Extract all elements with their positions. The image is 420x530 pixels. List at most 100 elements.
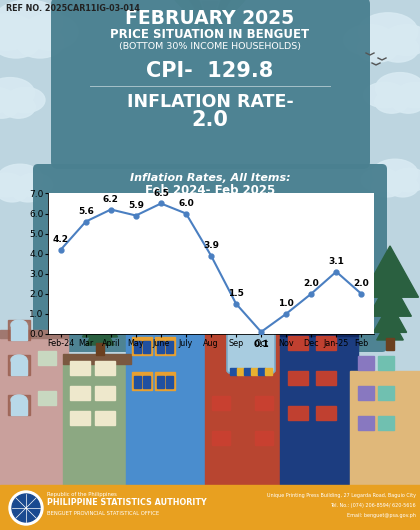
Ellipse shape — [0, 173, 25, 197]
Bar — [132, 307, 152, 325]
FancyBboxPatch shape — [227, 317, 275, 373]
Bar — [255, 431, 273, 445]
Text: 5.9: 5.9 — [128, 201, 144, 210]
Polygon shape — [362, 246, 418, 297]
Bar — [143, 311, 150, 323]
Ellipse shape — [22, 14, 78, 50]
Bar — [11, 325, 27, 340]
Bar — [144, 306, 153, 314]
Ellipse shape — [357, 35, 398, 62]
Polygon shape — [190, 0, 230, 33]
Text: 4.2: 4.2 — [53, 235, 69, 244]
Polygon shape — [86, 320, 114, 345]
Text: INFLATION RATE-: INFLATION RATE- — [126, 93, 294, 111]
Bar — [8, 355, 30, 375]
Ellipse shape — [364, 82, 406, 108]
Bar — [95, 386, 115, 400]
Bar — [0, 338, 68, 486]
Bar — [212, 431, 230, 445]
Ellipse shape — [12, 181, 43, 202]
Bar — [134, 311, 141, 323]
Bar — [132, 372, 152, 390]
Bar — [166, 376, 173, 388]
Bar — [316, 336, 336, 350]
Text: PRICE SITUATION IN BENGUET: PRICE SITUATION IN BENGUET — [110, 28, 310, 40]
Polygon shape — [200, 0, 220, 30]
Bar — [205, 301, 287, 486]
Bar — [157, 341, 164, 353]
Bar — [255, 396, 273, 410]
Bar — [212, 396, 230, 410]
Text: PHILIPPINE STATISTICS AUTHORITY: PHILIPPINE STATISTICS AUTHORITY — [47, 498, 207, 507]
Bar — [0, 330, 68, 338]
Text: 6.2: 6.2 — [103, 195, 119, 204]
Bar — [134, 341, 141, 353]
Ellipse shape — [361, 169, 400, 192]
Ellipse shape — [372, 159, 418, 188]
FancyBboxPatch shape — [51, 0, 370, 169]
Polygon shape — [78, 279, 123, 320]
Bar — [132, 337, 152, 355]
Text: 2.0: 2.0 — [353, 279, 369, 288]
Polygon shape — [175, 0, 245, 38]
Ellipse shape — [387, 176, 418, 197]
Ellipse shape — [375, 73, 420, 103]
Ellipse shape — [0, 0, 63, 44]
Ellipse shape — [16, 26, 64, 58]
Bar — [155, 372, 175, 390]
Bar — [230, 368, 237, 375]
Bar — [189, 306, 198, 314]
Circle shape — [9, 491, 43, 525]
Ellipse shape — [0, 96, 18, 118]
Bar — [63, 354, 131, 364]
Polygon shape — [82, 305, 118, 337]
Bar — [198, 306, 207, 314]
Bar — [268, 302, 282, 310]
FancyBboxPatch shape — [33, 164, 387, 352]
Bar — [0, 485, 420, 530]
Text: Email: benguet@psa.gov.ph: Email: benguet@psa.gov.ph — [347, 513, 416, 518]
Bar — [126, 306, 135, 314]
Bar — [11, 400, 27, 415]
Ellipse shape — [358, 13, 418, 50]
Bar — [8, 395, 30, 415]
Bar — [154, 282, 161, 293]
Bar — [316, 371, 336, 385]
Bar — [135, 306, 144, 314]
Ellipse shape — [0, 26, 40, 58]
Text: Unique Printing Press Building, 27 Legarda Road, Baguio City: Unique Printing Press Building, 27 Legar… — [267, 493, 416, 498]
Text: 2.0: 2.0 — [192, 110, 228, 130]
Text: 3.1: 3.1 — [328, 257, 344, 266]
Bar — [386, 338, 394, 350]
Bar — [63, 364, 131, 486]
Bar — [134, 376, 141, 388]
Text: Inflation Rates, All Items:: Inflation Rates, All Items: — [130, 173, 290, 183]
Ellipse shape — [16, 173, 52, 197]
Polygon shape — [70, 246, 130, 300]
Bar — [143, 280, 163, 295]
Bar — [126, 314, 211, 486]
Ellipse shape — [0, 77, 34, 109]
Bar — [288, 406, 308, 420]
Ellipse shape — [2, 96, 35, 118]
Text: 6.5: 6.5 — [153, 189, 169, 198]
Bar — [378, 356, 394, 370]
Ellipse shape — [6, 87, 45, 112]
Ellipse shape — [0, 164, 43, 193]
Bar — [143, 341, 150, 353]
Bar — [38, 391, 56, 405]
Ellipse shape — [378, 35, 419, 62]
Bar — [316, 406, 336, 420]
Ellipse shape — [372, 176, 403, 197]
Bar — [38, 351, 56, 365]
Polygon shape — [369, 278, 411, 316]
Bar — [157, 311, 164, 323]
Bar — [237, 368, 244, 375]
Text: 1.0: 1.0 — [278, 299, 294, 308]
Bar — [358, 386, 374, 400]
Bar — [378, 416, 394, 430]
Bar — [258, 368, 265, 375]
Text: 5.6: 5.6 — [78, 207, 94, 216]
Ellipse shape — [375, 91, 408, 113]
Text: Feb 2024- Feb 2025: Feb 2024- Feb 2025 — [145, 184, 275, 198]
